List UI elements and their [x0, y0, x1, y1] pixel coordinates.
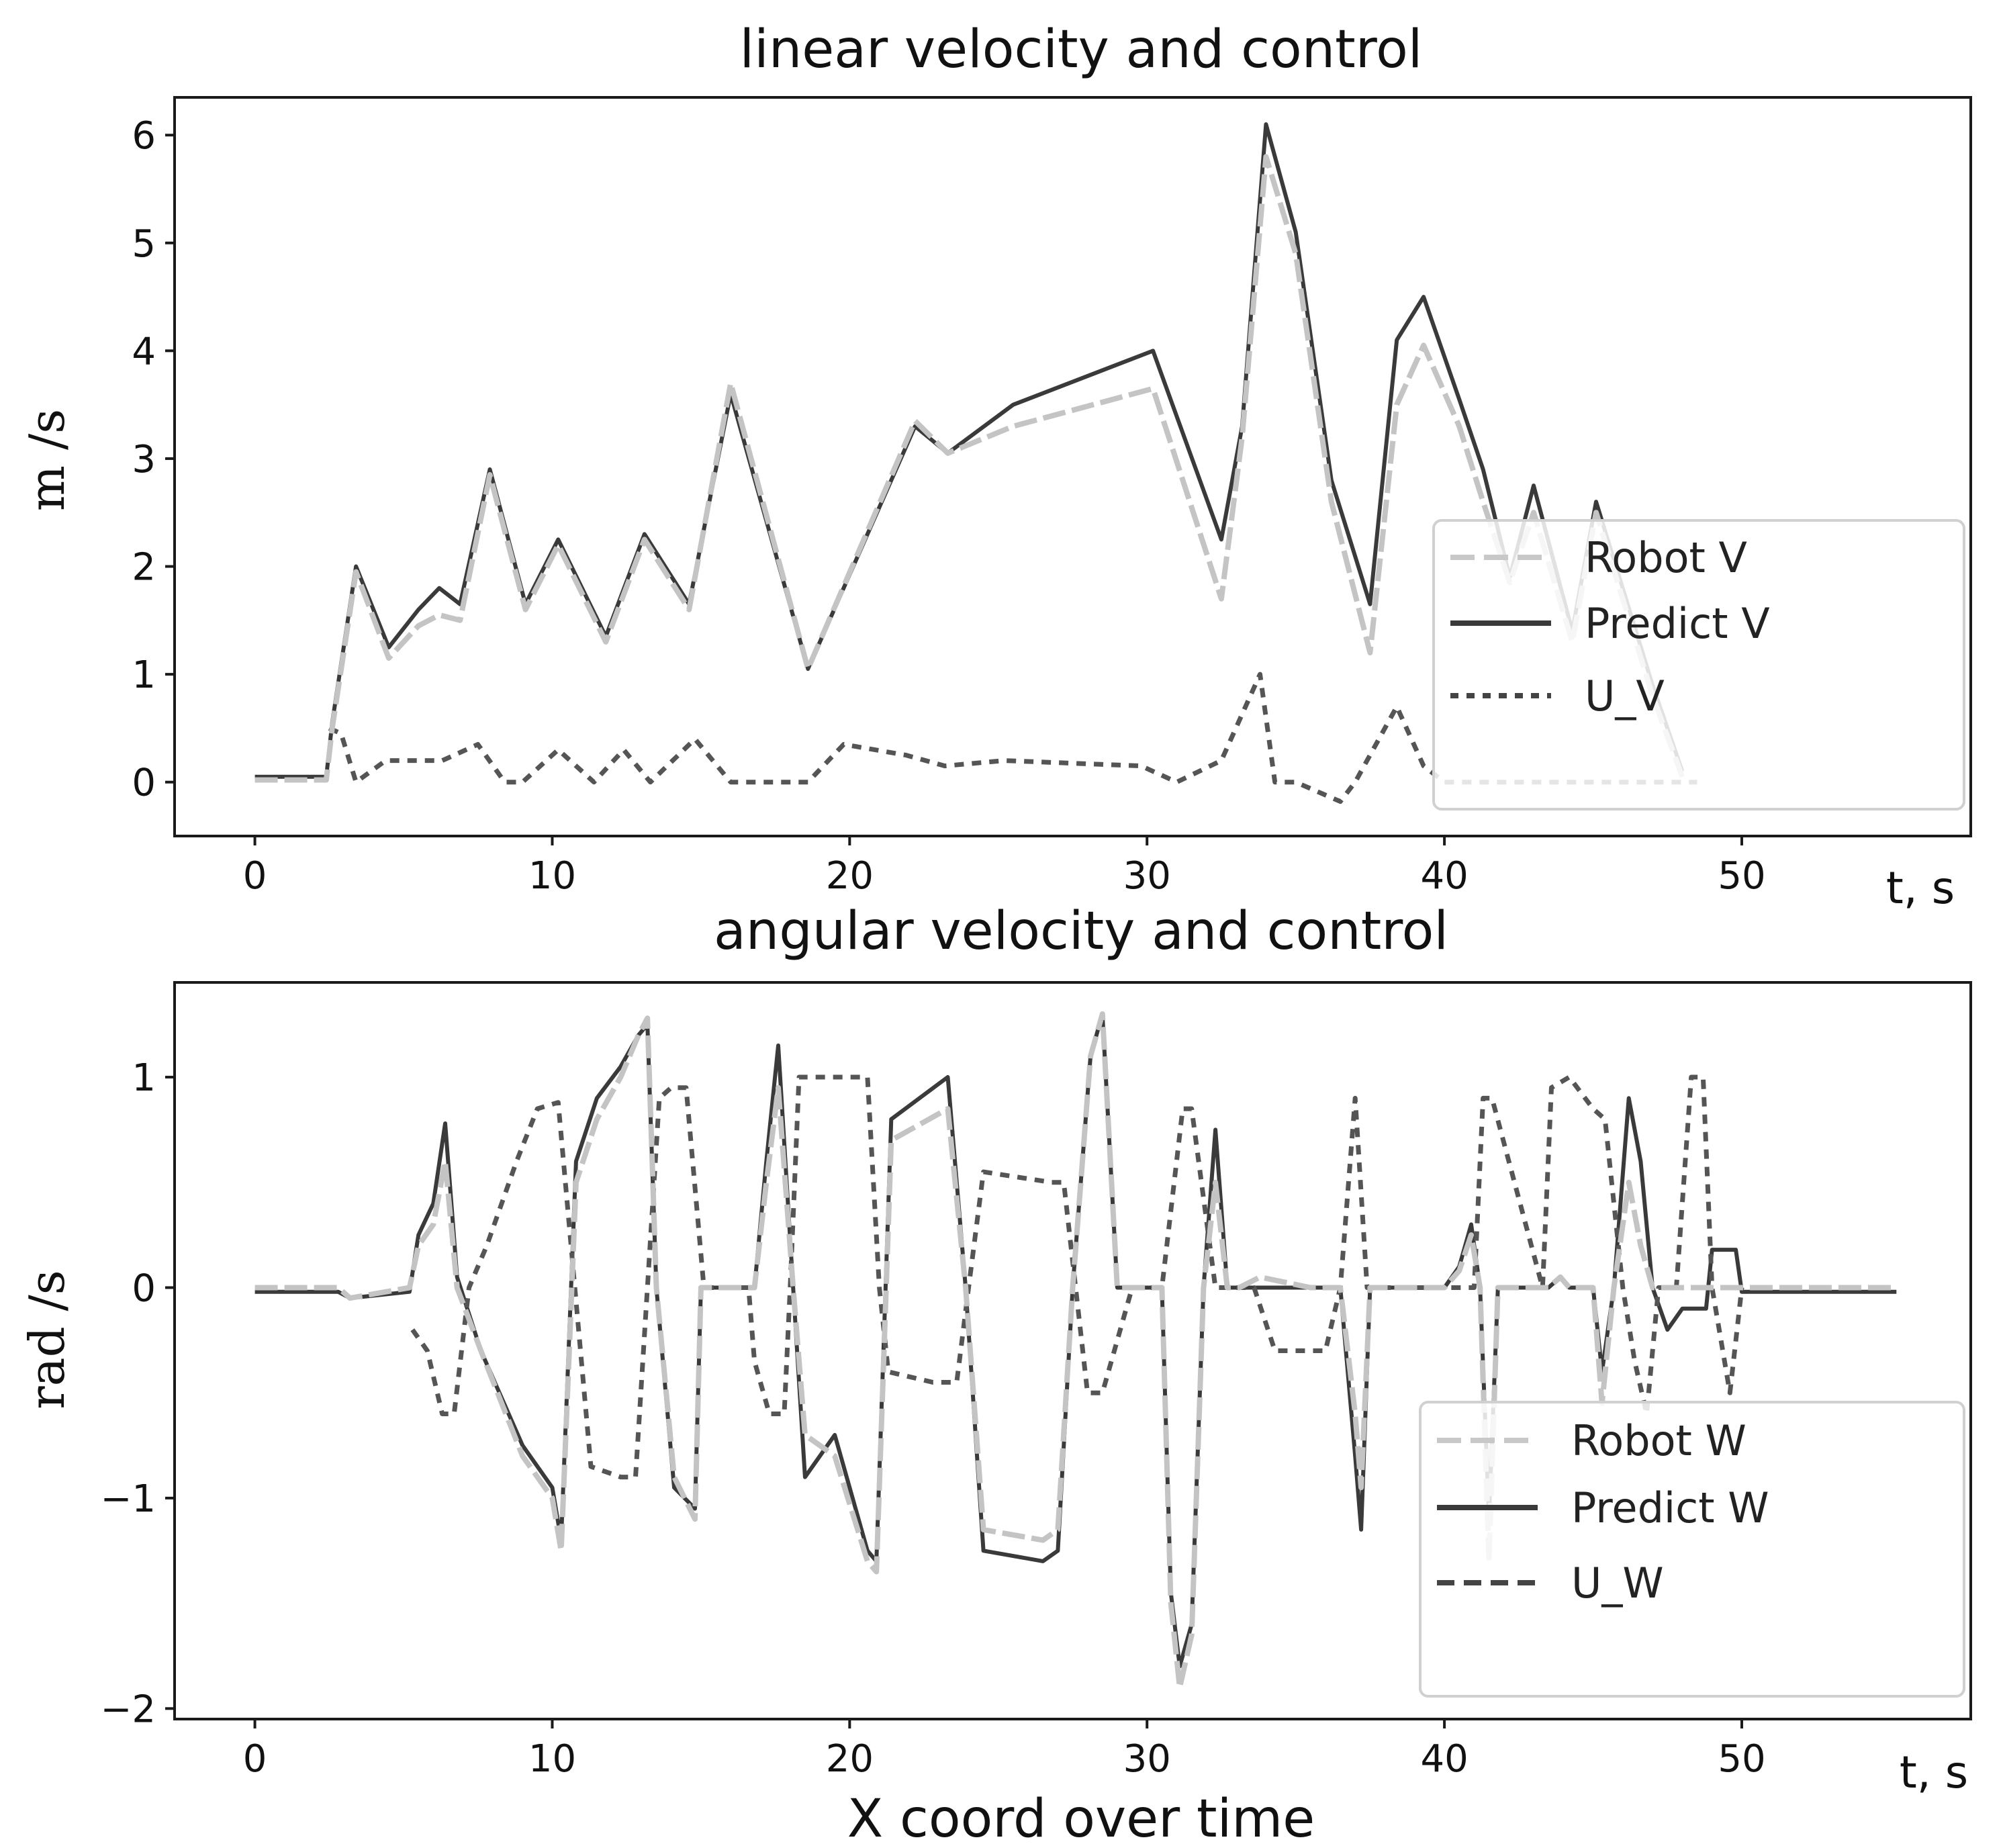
y-tick-label: 6 [132, 114, 156, 158]
chart-title: linear velocity and control [740, 19, 1423, 80]
y-axis-label: m /s [19, 409, 75, 511]
x-tick-label: 30 [1123, 854, 1171, 898]
legend: Robot V Predict V U_V [1432, 519, 1965, 811]
chart-title: angular velocity and control [714, 901, 1448, 962]
legend-label-u-w: U_W [1571, 1559, 1664, 1608]
series-group [254, 122, 1697, 804]
x-tick-label: 10 [528, 854, 576, 898]
y-tick-label: −1 [100, 1477, 156, 1521]
y-tick-label: 1 [132, 1056, 156, 1100]
y-tick-label: −2 [100, 1688, 156, 1731]
x-axis-label: t, s [1900, 1747, 1968, 1798]
y-tick-label: 3 [132, 438, 156, 481]
y-tick-label: 5 [132, 222, 156, 266]
series-line-u-v [328, 672, 1697, 804]
plot-frame [173, 981, 1972, 1720]
x-tick-label: 50 [1718, 854, 1765, 898]
y-tick-label: 0 [132, 1266, 156, 1310]
x-tick-label: 50 [1718, 1737, 1765, 1781]
x-tick-label: 0 [243, 1737, 267, 1781]
y-tick-label: 0 [132, 761, 156, 805]
linear-velocity-panel: linear velocity and control m /s 0 1 2 3 4 5 6… [19, 19, 1972, 914]
x-tick-label: 20 [826, 1737, 874, 1781]
legend-box [1419, 1401, 1965, 1698]
legend-label-robot-v: Robot V [1585, 533, 1747, 582]
angular-velocity-panel: angular velocity and control rad /s −2 −1… [19, 901, 1972, 1798]
y-tick-label: 4 [132, 330, 156, 373]
x-ticks: 0 10 20 30 40 50 [243, 1719, 1766, 1781]
series-line-predict-v [254, 122, 1685, 779]
x-tick-label: 20 [826, 854, 874, 898]
x-tick-label: 0 [243, 854, 267, 898]
series-line-robot-w [254, 1011, 1897, 1690]
y-ticks: −2 −1 0 1 [100, 1056, 175, 1731]
x-ticks: 0 10 20 30 40 50 [243, 836, 1766, 898]
y-tick-label: 1 [132, 653, 156, 697]
x-axis-label: t, s [1886, 862, 1955, 914]
y-axis-label: rad /s [19, 1270, 75, 1410]
y-tick-label: 2 [132, 546, 156, 590]
series-line-robot-v [254, 154, 1685, 783]
legend-box [1432, 519, 1965, 811]
y-ticks: 0 1 2 3 4 5 6 [132, 114, 175, 805]
legend-label-robot-w: Robot W [1571, 1416, 1746, 1465]
figure-caption: X coord over time [847, 1789, 1315, 1848]
x-tick-label: 10 [528, 1737, 576, 1781]
legend-label-u-v: U_V [1585, 672, 1665, 721]
x-tick-label: 40 [1420, 854, 1468, 898]
series-group [254, 1011, 1897, 1690]
plot-frame [173, 96, 1972, 837]
legend-label-predict-v: Predict V [1585, 599, 1770, 648]
x-tick-label: 40 [1420, 1737, 1468, 1781]
series-line-u-w [410, 1074, 1744, 1480]
legend-label-predict-w: Predict W [1571, 1483, 1769, 1532]
x-tick-label: 30 [1123, 1737, 1171, 1781]
legend: Robot W Predict W U_W [1419, 1401, 1965, 1698]
